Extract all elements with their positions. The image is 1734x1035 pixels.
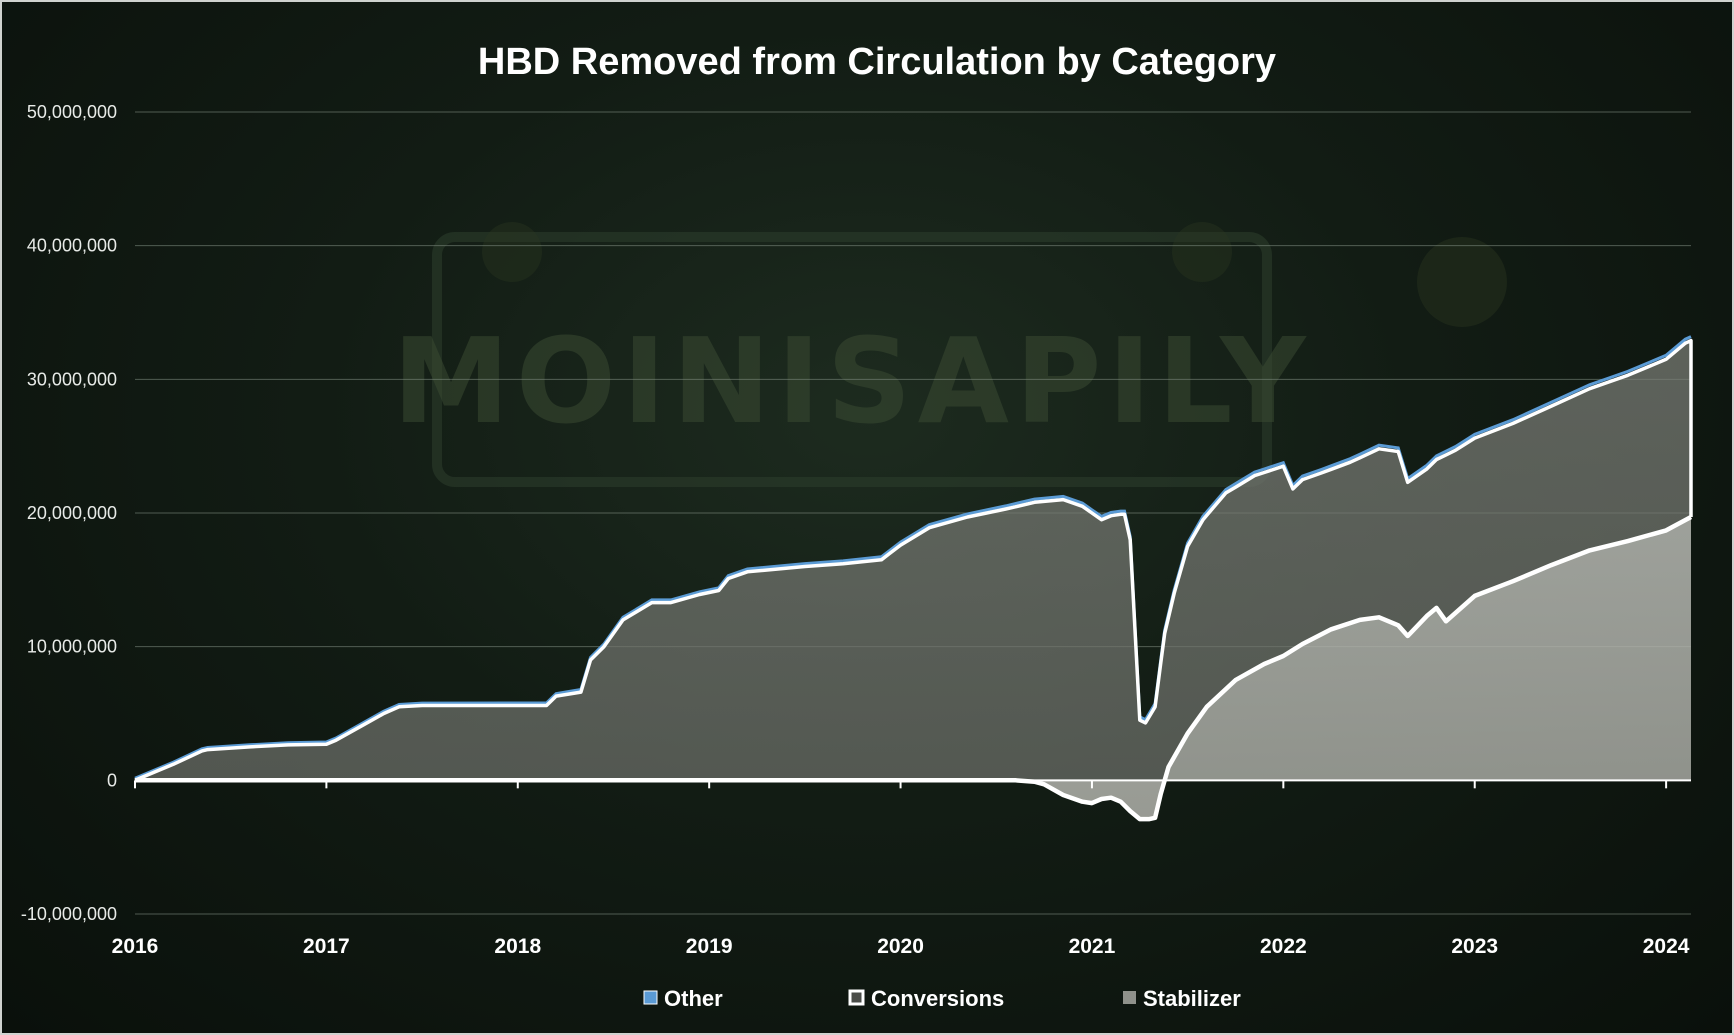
- y-tick-label: 0: [107, 770, 117, 790]
- y-tick-label: 50,000,000: [27, 102, 117, 122]
- y-tick-label: 20,000,000: [27, 503, 117, 523]
- x-tick-label: 2018: [494, 935, 541, 958]
- y-tick-label: -10,000,000: [21, 904, 117, 924]
- line-conversions: [135, 515, 1693, 822]
- x-tick-label: 2019: [686, 935, 733, 958]
- area-conversions: [135, 517, 1691, 820]
- area-stabilizer: [135, 340, 1691, 820]
- legend-swatch-stabilizer: [1123, 991, 1136, 1004]
- legend: Other Conversions Stabilizer: [643, 986, 1241, 1011]
- x-tick-label: 2022: [1260, 935, 1307, 958]
- y-tick-label: 40,000,000: [27, 236, 117, 256]
- background-coin: [1417, 237, 1507, 327]
- y-tick-label: 30,000,000: [27, 369, 117, 389]
- legend-swatch-conversions: [848, 989, 865, 1006]
- background-bolt: [482, 222, 542, 282]
- x-tick-label: 2017: [303, 935, 350, 958]
- background-watermark: MOINISAPILY: [392, 312, 1311, 450]
- x-tick-label: 2020: [877, 935, 924, 958]
- legend-swatch-other: [643, 990, 658, 1005]
- x-axis: 2016 2017 2018 2019 2020 2021 2022 2023 2024: [112, 779, 1691, 958]
- x-tick-label: 2021: [1069, 935, 1116, 958]
- x-tick-label: 2016: [112, 935, 159, 958]
- background-panel: [432, 232, 1272, 487]
- x-tick-label: 2024: [1643, 935, 1690, 958]
- y-tick-label: 10,000,000: [27, 637, 117, 657]
- chart-title: HBD Removed from Circulation by Category: [478, 41, 1276, 83]
- y-axis: 50,000,000 40,000,000 30,000,000 20,000,000…: [21, 102, 117, 924]
- legend-label-stabilizer: Stabilizer: [1143, 986, 1241, 1011]
- background-bolt: [1172, 222, 1232, 282]
- line-other: [134, 335, 1692, 780]
- x-tick-label: 2023: [1451, 935, 1498, 958]
- legend-label-conversions: Conversions: [871, 986, 1004, 1011]
- plot-areas: [134, 335, 1693, 822]
- legend-label-other: Other: [664, 986, 723, 1011]
- line-stabilizer-top: [134, 338, 1693, 782]
- background-art: MOINISAPILY: [392, 222, 1507, 487]
